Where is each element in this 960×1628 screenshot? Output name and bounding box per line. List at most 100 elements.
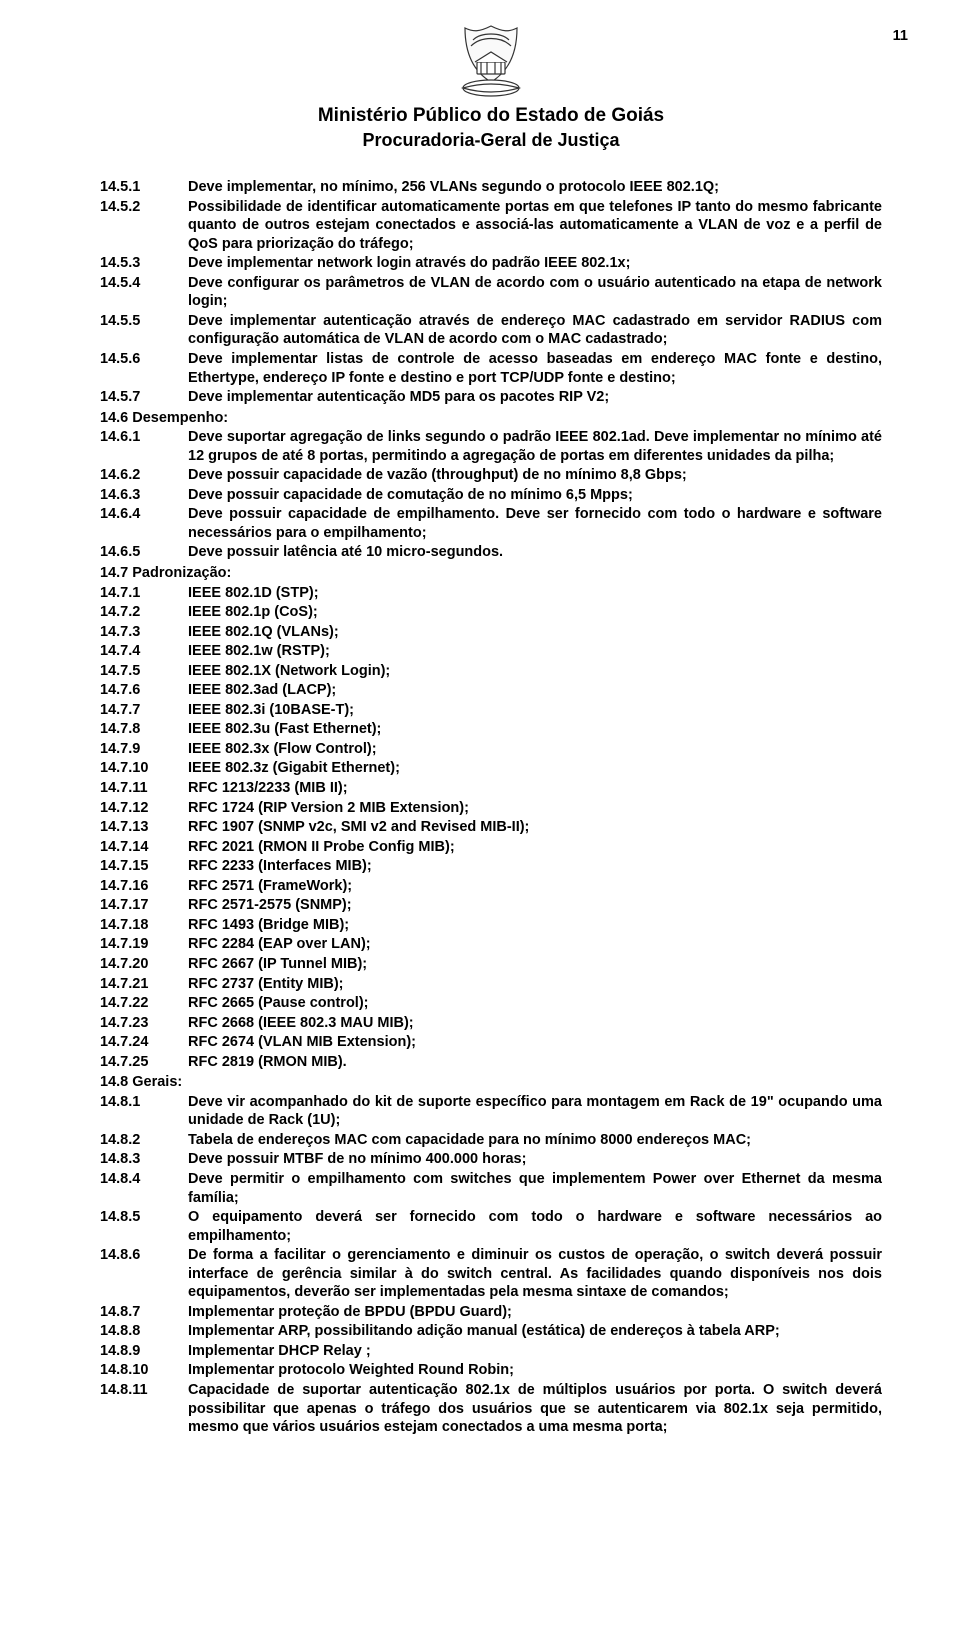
spec-item: 14.5.6Deve implementar listas de control… <box>100 350 882 387</box>
spec-item: 14.5.2Possibilidade de identificar autom… <box>100 198 882 254</box>
spec-item: 14.7.12RFC 1724 (RIP Version 2 MIB Exten… <box>100 799 882 818</box>
item-text: IEEE 802.3z (Gigabit Ethernet); <box>188 759 882 778</box>
item-text: IEEE 802.1X (Network Login); <box>188 662 882 681</box>
spec-item: 14.7.25RFC 2819 (RMON MIB). <box>100 1053 882 1072</box>
item-number: 14.6.3 <box>100 486 188 505</box>
spec-item: 14.5.5Deve implementar autenticação atra… <box>100 312 882 349</box>
item-number: 14.7.16 <box>100 877 188 896</box>
item-text: Deve implementar autenticação MD5 para o… <box>188 388 882 407</box>
item-number: 14.7.13 <box>100 818 188 837</box>
item-number: 14.8.4 <box>100 1170 188 1189</box>
item-text: RFC 2021 (RMON II Probe Config MIB); <box>188 838 882 857</box>
item-number: 14.7.17 <box>100 896 188 915</box>
item-number: 14.5.6 <box>100 350 188 369</box>
section-heading: 14.8 Gerais: <box>100 1073 882 1092</box>
item-text: IEEE 802.3i (10BASE-T); <box>188 701 882 720</box>
item-text: Deve implementar autenticação através de… <box>188 312 882 349</box>
spec-item: 14.7.20RFC 2667 (IP Tunnel MIB); <box>100 955 882 974</box>
item-number: 14.7.9 <box>100 740 188 759</box>
spec-item: 14.6.3Deve possuir capacidade de comutaç… <box>100 486 882 505</box>
spec-item: 14.8.8Implementar ARP, possibilitando ad… <box>100 1322 882 1341</box>
item-text: De forma a facilitar o gerenciamento e d… <box>188 1246 882 1302</box>
spec-item: 14.8.7Implementar proteção de BPDU (BPDU… <box>100 1303 882 1322</box>
item-text: RFC 2233 (Interfaces MIB); <box>188 857 882 876</box>
item-number: 14.6.4 <box>100 505 188 524</box>
item-number: 14.7.18 <box>100 916 188 935</box>
spec-item: 14.7.18RFC 1493 (Bridge MIB); <box>100 916 882 935</box>
item-text: Deve possuir latência até 10 micro-segun… <box>188 543 882 562</box>
item-text: RFC 2668 (IEEE 802.3 MAU MIB); <box>188 1014 882 1033</box>
item-number: 14.7.25 <box>100 1053 188 1072</box>
item-number: 14.7.15 <box>100 857 188 876</box>
item-text: Implementar ARP, possibilitando adição m… <box>188 1322 882 1341</box>
spec-item: 14.7.9IEEE 802.3x (Flow Control); <box>100 740 882 759</box>
spec-item: 14.7.3IEEE 802.1Q (VLANs); <box>100 623 882 642</box>
item-number: 14.6.2 <box>100 466 188 485</box>
spec-item: 14.7.24RFC 2674 (VLAN MIB Extension); <box>100 1033 882 1052</box>
item-number: 14.8.3 <box>100 1150 188 1169</box>
item-number: 14.8.7 <box>100 1303 188 1322</box>
spec-item: 14.8.1Deve vir acompanhado do kit de sup… <box>100 1093 882 1130</box>
item-text: Deve implementar network login através d… <box>188 254 882 273</box>
item-text: RFC 2571-2575 (SNMP); <box>188 896 882 915</box>
item-number: 14.7.20 <box>100 955 188 974</box>
spec-item: 14.7.13RFC 1907 (SNMP v2c, SMI v2 and Re… <box>100 818 882 837</box>
item-number: 14.7.5 <box>100 662 188 681</box>
spec-item: 14.7.5IEEE 802.1X (Network Login); <box>100 662 882 681</box>
item-number: 14.7.23 <box>100 1014 188 1033</box>
item-number: 14.6.1 <box>100 428 188 447</box>
spec-item: 14.6.2Deve possuir capacidade de vazão (… <box>100 466 882 485</box>
item-number: 14.8.11 <box>100 1381 188 1400</box>
spec-item: 14.7.4IEEE 802.1w (RSTP); <box>100 642 882 661</box>
item-number: 14.5.1 <box>100 178 188 197</box>
spec-item: 14.7.6IEEE 802.3ad (LACP); <box>100 681 882 700</box>
spec-item: 14.6.4Deve possuir capacidade de empilha… <box>100 505 882 542</box>
spec-item: 14.7.23RFC 2668 (IEEE 802.3 MAU MIB); <box>100 1014 882 1033</box>
item-text: RFC 2737 (Entity MIB); <box>188 975 882 994</box>
item-number: 14.7.4 <box>100 642 188 661</box>
letterhead: Ministério Público do Estado de Goiás Pr… <box>100 104 882 152</box>
item-text: RFC 2667 (IP Tunnel MIB); <box>188 955 882 974</box>
crest-icon <box>451 22 531 100</box>
item-text: Deve vir acompanhado do kit de suporte e… <box>188 1093 882 1130</box>
section-heading: 14.6 Desempenho: <box>100 409 882 428</box>
item-text: Deve suportar agregação de links segundo… <box>188 428 882 465</box>
spec-item: 14.8.2Tabela de endereços MAC com capaci… <box>100 1131 882 1150</box>
item-text: IEEE 802.3u (Fast Ethernet); <box>188 720 882 739</box>
item-number: 14.7.14 <box>100 838 188 857</box>
spec-item: 14.8.3Deve possuir MTBF de no mínimo 400… <box>100 1150 882 1169</box>
item-text: IEEE 802.1w (RSTP); <box>188 642 882 661</box>
item-text: IEEE 802.3ad (LACP); <box>188 681 882 700</box>
item-number: 14.7.24 <box>100 1033 188 1052</box>
item-number: 14.8.10 <box>100 1361 188 1380</box>
item-text: RFC 1724 (RIP Version 2 MIB Extension); <box>188 799 882 818</box>
spec-item: 14.5.4Deve configurar os parâmetros de V… <box>100 274 882 311</box>
item-number: 14.6.5 <box>100 543 188 562</box>
page-number: 11 <box>893 28 908 44</box>
item-number: 14.7.6 <box>100 681 188 700</box>
item-number: 14.8.1 <box>100 1093 188 1112</box>
item-text: IEEE 802.1D (STP); <box>188 584 882 603</box>
item-text: Deve possuir capacidade de comutação de … <box>188 486 882 505</box>
item-number: 14.8.5 <box>100 1208 188 1227</box>
item-text: IEEE 802.1p (CoS); <box>188 603 882 622</box>
spec-item: 14.8.5O equipamento deverá ser fornecido… <box>100 1208 882 1245</box>
dept-name: Procuradoria-Geral de Justiça <box>100 129 882 152</box>
spec-item: 14.7.7IEEE 802.3i (10BASE-T); <box>100 701 882 720</box>
item-number: 14.7.7 <box>100 701 188 720</box>
item-text: RFC 1493 (Bridge MIB); <box>188 916 882 935</box>
document-body: 14.5.1Deve implementar, no mínimo, 256 V… <box>100 178 882 1437</box>
item-number: 14.8.9 <box>100 1342 188 1361</box>
spec-item: 14.6.1Deve suportar agregação de links s… <box>100 428 882 465</box>
spec-item: 14.7.10IEEE 802.3z (Gigabit Ethernet); <box>100 759 882 778</box>
item-text: Implementar DHCP Relay ; <box>188 1342 882 1361</box>
spec-item: 14.7.1IEEE 802.1D (STP); <box>100 584 882 603</box>
item-number: 14.8.2 <box>100 1131 188 1150</box>
item-text: IEEE 802.3x (Flow Control); <box>188 740 882 759</box>
item-number: 14.5.2 <box>100 198 188 217</box>
spec-item: 14.8.11Capacidade de suportar autenticaç… <box>100 1381 882 1437</box>
item-text: RFC 1213/2233 (MIB II); <box>188 779 882 798</box>
spec-item: 14.8.4Deve permitir o empilhamento com s… <box>100 1170 882 1207</box>
item-number: 14.7.8 <box>100 720 188 739</box>
document-page: 11 Ministério Público do Estado de Goiás… <box>0 0 960 1628</box>
